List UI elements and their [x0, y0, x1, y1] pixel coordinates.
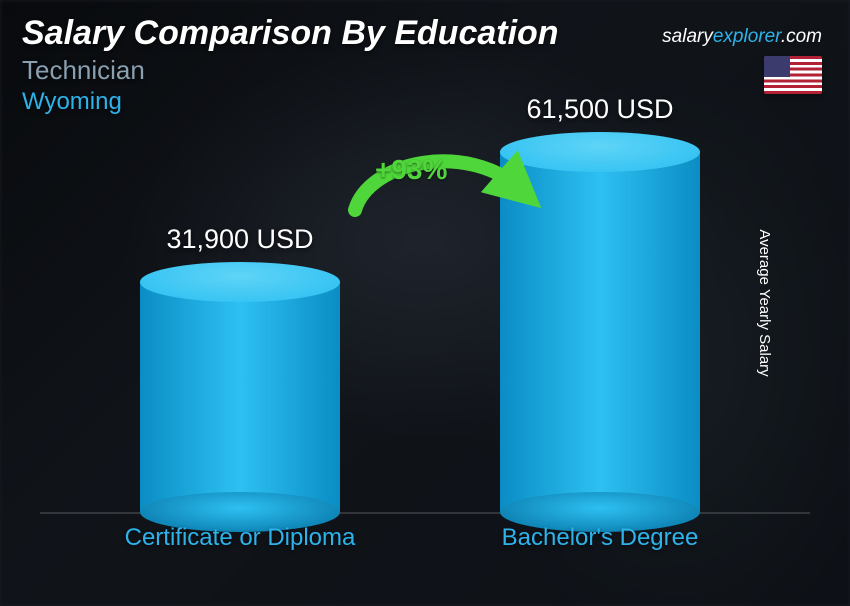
brand-part1: salary: [662, 26, 713, 47]
bar-body: [140, 282, 340, 512]
flag-canton: [764, 56, 790, 77]
chart-container: Salary Comparison By Education Technicia…: [0, 0, 850, 606]
chart-title: Salary Comparison By Education: [22, 14, 559, 53]
brand-part2: explorer: [713, 26, 781, 47]
chart-region: Wyoming: [22, 88, 559, 116]
bar-label: Bachelor's Degree: [502, 524, 699, 552]
bar-label: Certificate or Diploma: [125, 524, 356, 552]
header: Salary Comparison By Education Technicia…: [22, 14, 559, 116]
bar-value: 61,500 USD: [526, 94, 673, 125]
bar: 61,500 USDBachelor's Degree: [500, 152, 700, 512]
bar-chart: 31,900 USDCertificate or Diploma 61,500 U…: [80, 150, 770, 546]
percent-increase-badge: +93%: [375, 154, 447, 186]
brand-logo: salaryexplorer.com: [662, 26, 822, 48]
bar-body: [500, 152, 700, 512]
bar-top-ellipse: [500, 132, 700, 172]
bar-value: 31,900 USD: [166, 224, 313, 255]
chart-subtitle: Technician: [22, 55, 559, 86]
bar: 31,900 USDCertificate or Diploma: [140, 282, 340, 512]
bar-top-ellipse: [140, 262, 340, 302]
brand-part3: .com: [781, 26, 822, 47]
us-flag-icon: [764, 56, 822, 94]
